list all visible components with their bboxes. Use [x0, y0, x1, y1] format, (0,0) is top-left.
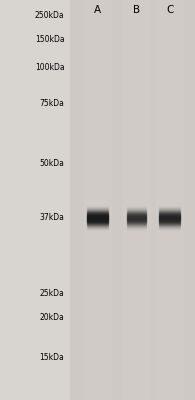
Bar: [127, 223, 146, 224]
Bar: [127, 222, 146, 223]
Bar: [70, 0, 195, 400]
Bar: [87, 215, 108, 216]
Bar: [127, 225, 146, 226]
Bar: [127, 211, 146, 212]
Bar: [87, 213, 108, 214]
Bar: [159, 212, 180, 213]
Bar: [123, 0, 150, 400]
Bar: [127, 217, 146, 218]
Bar: [87, 223, 108, 224]
Bar: [127, 210, 146, 211]
Bar: [127, 206, 146, 207]
Bar: [87, 221, 108, 222]
Bar: [159, 216, 180, 217]
Bar: [87, 229, 108, 230]
Text: A: A: [94, 5, 101, 15]
Bar: [84, 0, 111, 400]
Text: 250kDa: 250kDa: [35, 12, 64, 20]
Text: 50kDa: 50kDa: [39, 160, 64, 168]
Bar: [159, 214, 180, 215]
Bar: [159, 210, 180, 211]
Bar: [87, 224, 108, 225]
Bar: [87, 222, 108, 223]
Text: 100kDa: 100kDa: [35, 64, 64, 72]
Bar: [87, 208, 108, 209]
Bar: [159, 204, 180, 205]
Bar: [127, 220, 146, 221]
Bar: [159, 219, 180, 220]
Text: 75kDa: 75kDa: [39, 100, 64, 108]
Text: C: C: [166, 5, 173, 15]
Bar: [87, 219, 108, 220]
Bar: [127, 231, 146, 232]
Bar: [159, 217, 180, 218]
Text: 25kDa: 25kDa: [40, 290, 64, 298]
Bar: [127, 227, 146, 228]
Bar: [127, 208, 146, 209]
Bar: [87, 204, 108, 205]
Bar: [127, 224, 146, 225]
Bar: [87, 227, 108, 228]
Text: 150kDa: 150kDa: [35, 36, 64, 44]
Bar: [127, 221, 146, 222]
Bar: [159, 225, 180, 226]
Bar: [159, 231, 180, 232]
Bar: [159, 221, 180, 222]
Text: B: B: [133, 5, 140, 15]
Bar: [159, 227, 180, 228]
Bar: [127, 213, 146, 214]
Text: 37kDa: 37kDa: [39, 214, 64, 222]
Bar: [159, 208, 180, 209]
Bar: [127, 214, 146, 215]
Bar: [87, 210, 108, 211]
Bar: [159, 211, 180, 212]
Bar: [127, 219, 146, 220]
Bar: [159, 215, 180, 216]
Bar: [127, 218, 146, 219]
Bar: [127, 212, 146, 213]
Text: 15kDa: 15kDa: [40, 354, 64, 362]
Bar: [87, 217, 108, 218]
Bar: [87, 218, 108, 219]
Bar: [127, 216, 146, 217]
Bar: [159, 220, 180, 221]
Bar: [127, 229, 146, 230]
Bar: [87, 225, 108, 226]
Bar: [87, 216, 108, 217]
Bar: [159, 229, 180, 230]
Bar: [87, 206, 108, 207]
Bar: [87, 211, 108, 212]
Bar: [127, 215, 146, 216]
Bar: [87, 220, 108, 221]
Bar: [159, 223, 180, 224]
Bar: [87, 212, 108, 213]
Bar: [156, 0, 183, 400]
Bar: [159, 218, 180, 219]
Bar: [87, 231, 108, 232]
Bar: [159, 222, 180, 223]
Bar: [87, 214, 108, 215]
Text: 20kDa: 20kDa: [40, 314, 64, 322]
Bar: [159, 224, 180, 225]
Bar: [159, 213, 180, 214]
Bar: [127, 204, 146, 205]
Bar: [159, 206, 180, 207]
